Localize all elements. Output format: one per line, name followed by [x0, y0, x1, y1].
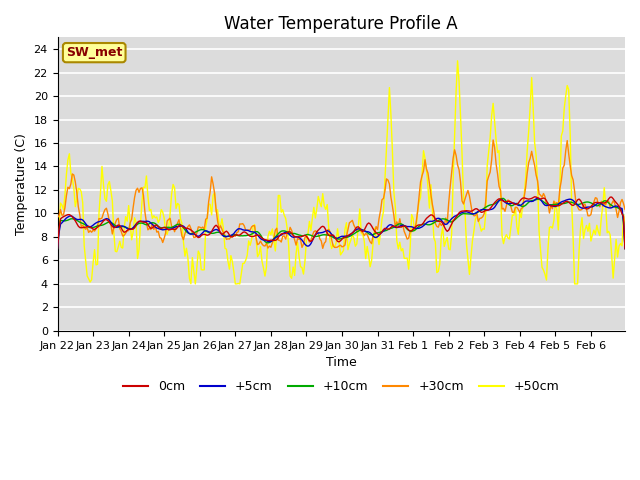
+10cm — [91, 224, 99, 230]
+50cm — [73, 196, 81, 202]
+30cm — [460, 201, 467, 207]
+30cm — [319, 245, 326, 251]
+50cm — [347, 237, 355, 243]
+10cm — [500, 195, 508, 201]
+10cm — [458, 211, 466, 217]
X-axis label: Time: Time — [326, 356, 356, 369]
+30cm — [91, 228, 99, 234]
+50cm — [54, 235, 61, 241]
+5cm — [73, 216, 81, 222]
0cm — [346, 232, 353, 238]
+30cm — [54, 215, 61, 220]
+50cm — [461, 209, 469, 215]
0cm — [531, 194, 538, 200]
0cm — [544, 201, 552, 206]
+5cm — [54, 246, 61, 252]
Text: SW_met: SW_met — [66, 46, 122, 59]
+30cm — [621, 206, 629, 212]
+50cm — [620, 212, 627, 217]
+50cm — [454, 58, 461, 64]
+30cm — [545, 210, 553, 216]
+50cm — [191, 281, 199, 287]
Y-axis label: Temperature (C): Temperature (C) — [15, 133, 28, 235]
+10cm — [544, 202, 552, 207]
+5cm — [346, 232, 353, 238]
+50cm — [621, 224, 629, 229]
+5cm — [621, 246, 629, 252]
+10cm — [621, 246, 629, 252]
Title: Water Temperature Profile A: Water Temperature Profile A — [225, 15, 458, 33]
0cm — [91, 227, 99, 232]
+10cm — [346, 234, 353, 240]
0cm — [54, 246, 61, 252]
0cm — [618, 211, 626, 217]
+5cm — [544, 203, 552, 208]
Line: +5cm: +5cm — [58, 198, 625, 249]
+50cm — [91, 247, 99, 252]
+30cm — [490, 137, 497, 143]
+10cm — [73, 217, 81, 223]
+10cm — [54, 246, 61, 252]
+30cm — [73, 190, 81, 195]
Line: +50cm: +50cm — [58, 61, 625, 284]
Line: +30cm: +30cm — [58, 140, 625, 248]
0cm — [458, 208, 466, 214]
Line: 0cm: 0cm — [58, 197, 625, 249]
+5cm — [458, 210, 466, 216]
0cm — [621, 246, 629, 252]
Legend: 0cm, +5cm, +10cm, +30cm, +50cm: 0cm, +5cm, +10cm, +30cm, +50cm — [118, 375, 564, 398]
Line: +10cm: +10cm — [58, 198, 625, 249]
+5cm — [618, 205, 626, 211]
+30cm — [347, 219, 355, 225]
+5cm — [534, 195, 541, 201]
0cm — [73, 221, 81, 227]
+30cm — [620, 201, 627, 206]
+50cm — [545, 225, 553, 230]
+5cm — [91, 221, 99, 227]
+10cm — [618, 207, 626, 213]
